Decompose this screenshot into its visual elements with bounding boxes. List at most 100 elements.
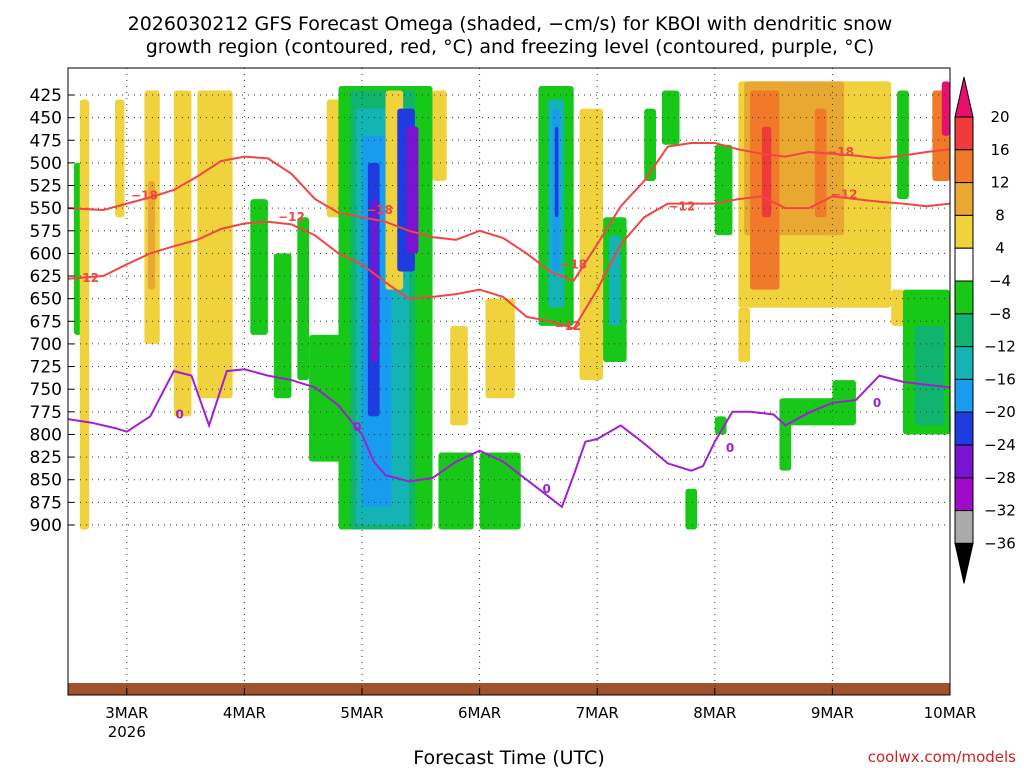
credit-text: coolwx.com/models <box>868 748 1016 766</box>
y-tick-label-450: 450 <box>30 109 62 129</box>
colorbar-swatch-5 <box>954 247 974 282</box>
y-tick-label-850: 850 <box>30 471 62 491</box>
omega-band-21 <box>432 90 447 181</box>
colorbar-label-9: −20 <box>984 403 1016 421</box>
colorbar-swatch-13 <box>954 510 974 544</box>
omega-band-24 <box>485 298 515 399</box>
omega-band-46 <box>832 380 856 426</box>
colorbar-swatch-11 <box>954 444 974 479</box>
y-tick-label-700: 700 <box>30 335 62 355</box>
x-tick-label-8MAR: 8MAR <box>693 704 736 722</box>
y-tick-label-600: 600 <box>30 244 62 264</box>
omega-band-48 <box>897 90 909 200</box>
contour-label-5: −12 <box>554 319 581 333</box>
contour-label-6: −12 <box>668 199 695 213</box>
x-tick-label-3MAR: 3MAR <box>105 704 148 722</box>
contour-label-4: −18 <box>560 257 587 271</box>
contour-label-7: −18 <box>827 145 854 159</box>
contour-labels: −18 −12 −12 −18 −18 −12 −12 −18 −12 0 0 0 0 0 <box>72 145 881 496</box>
colorbar-swatch-4 <box>954 214 974 249</box>
omega-band-33 <box>644 108 656 181</box>
omega-band-34 <box>661 90 680 145</box>
colorbar-top-arrow <box>954 76 974 118</box>
omega-band-7 <box>250 199 268 335</box>
omega-band-37 <box>714 144 733 236</box>
x-tick-year-label: 2026 <box>108 723 146 741</box>
contour-label-10: 0 <box>353 420 361 434</box>
colorbar-label-6: −8 <box>989 305 1011 323</box>
y-tick-label-725: 725 <box>30 358 62 378</box>
contour-label-12: 0 <box>726 441 734 455</box>
omega-band-38 <box>738 307 751 363</box>
colorbar-label-0: 20 <box>990 108 1009 126</box>
omega-band-51 <box>914 325 945 426</box>
contour-label-8: −12 <box>831 188 858 202</box>
colorbar-bottom-arrow <box>954 542 974 584</box>
contour-label-0: −18 <box>131 188 158 202</box>
contour-label-1: −12 <box>278 210 305 224</box>
y-tick-label-525: 525 <box>30 177 62 197</box>
omega-band-22 <box>438 452 474 530</box>
omega-band-9 <box>297 217 310 381</box>
colorbar: 20 16 12 8 4 −4 −8 −12 −16 −20 −24 −28 −32 −36 <box>954 76 1016 584</box>
colorbar-swatch-1 <box>954 116 974 151</box>
chart-title-line1: 2026030212 GFS Forecast Omega (shaded, −… <box>128 13 893 35</box>
colorbar-swatch-3 <box>954 182 974 216</box>
y-tick-label-550: 550 <box>30 199 62 219</box>
omega-band-2 <box>115 99 125 218</box>
colorbar-swatch-2 <box>954 149 974 184</box>
omega-band-30 <box>579 108 604 381</box>
omega-band-29 <box>554 126 559 218</box>
colorbar-label-7: −12 <box>984 338 1016 356</box>
omega-band-53 <box>941 81 950 136</box>
x-tick-label-6MAR: 6MAR <box>458 704 501 722</box>
omega-band-8 <box>273 253 292 399</box>
colorbar-swatch-10 <box>954 411 974 446</box>
omega-band-32 <box>608 235 621 326</box>
y-tick-label-575: 575 <box>30 222 62 242</box>
colorbar-label-1: 16 <box>990 141 1009 159</box>
isotherm-minus18-line <box>67 142 951 282</box>
y-tick-label-875: 875 <box>30 493 62 513</box>
y-tick-label-825: 825 <box>30 448 62 468</box>
x-tick-label-10MAR: 10MAR <box>924 704 977 722</box>
omega-band-35 <box>685 488 698 530</box>
x-axis-label: Forecast Time (UTC) <box>413 747 604 768</box>
x-tick-label-5MAR: 5MAR <box>340 704 383 722</box>
omega-band-10 <box>309 334 345 462</box>
y-tick-label-750: 750 <box>30 380 62 400</box>
contour-label-9: 0 <box>176 408 184 422</box>
omega-band-49 <box>891 289 906 326</box>
y-tick-label-475: 475 <box>30 131 62 151</box>
contour-layer <box>67 142 951 509</box>
plot-frame <box>67 67 951 696</box>
y-tick-label-775: 775 <box>30 403 62 423</box>
terrain-fill <box>68 683 950 695</box>
omega-band-47 <box>855 90 880 181</box>
omega-band-6 <box>197 90 233 399</box>
colorbar-swatch-8 <box>954 346 974 380</box>
isotherm-minus12-line <box>67 195 951 330</box>
x-tick-label-4MAR: 4MAR <box>223 704 266 722</box>
omega-band-45 <box>814 108 827 218</box>
y-tick-label-800: 800 <box>30 425 62 445</box>
x-tick-label-9MAR: 9MAR <box>811 704 854 722</box>
colorbar-label-2: 12 <box>990 174 1009 192</box>
colorbar-swatch-9 <box>954 378 974 413</box>
colorbar-label-3: 8 <box>995 206 1005 224</box>
x-tick-label-7MAR: 7MAR <box>576 704 619 722</box>
terrain-strip <box>68 683 950 695</box>
y-tick-label-675: 675 <box>30 312 62 332</box>
omega-band-25 <box>479 452 521 530</box>
colorbar-label-8: −16 <box>984 370 1016 388</box>
colorbar-label-4: 4 <box>995 239 1005 257</box>
y-axis: 4254504755005255505756006256506757007257… <box>30 86 74 536</box>
contour-label-11: 0 <box>542 482 550 496</box>
omega-band-42 <box>761 126 772 218</box>
omega-band-23 <box>450 325 468 426</box>
colorbar-label-12: −32 <box>984 502 1016 520</box>
y-tick-label-900: 900 <box>30 516 62 536</box>
y-tick-label-425: 425 <box>30 86 62 106</box>
y-tick-label-625: 625 <box>30 267 62 287</box>
